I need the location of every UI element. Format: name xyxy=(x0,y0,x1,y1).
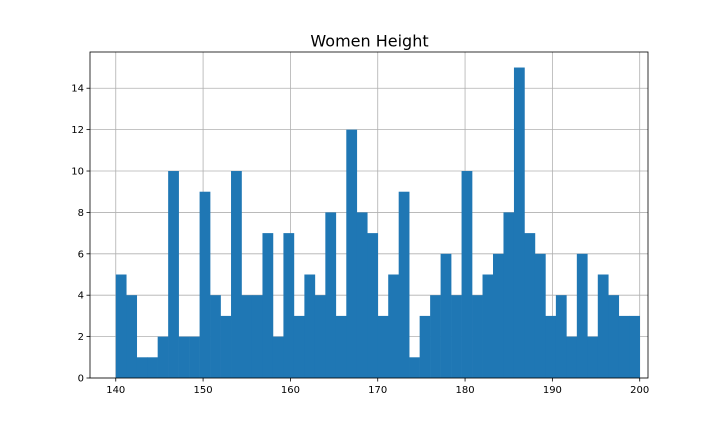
histogram-bar xyxy=(618,315,630,378)
histogram-bar xyxy=(231,171,242,378)
x-axis: 140 150 160 170 180 190 200 xyxy=(106,378,649,396)
histogram-bar xyxy=(147,357,158,378)
y-tick-label: 12 xyxy=(71,125,84,136)
histogram-bar xyxy=(283,233,295,378)
histogram-bar xyxy=(220,315,232,378)
histogram-bar xyxy=(304,274,316,378)
histogram-bar xyxy=(126,295,138,378)
y-tick-label: 10 xyxy=(71,167,84,178)
histogram-bar xyxy=(189,336,200,378)
histogram-bar xyxy=(545,315,557,378)
histogram-bar xyxy=(629,315,641,378)
histogram-bar xyxy=(272,336,284,378)
grid xyxy=(90,52,648,379)
histogram-bar xyxy=(461,171,473,378)
histogram-bar xyxy=(388,274,399,378)
histogram-bar xyxy=(178,336,190,378)
histogram-bar xyxy=(587,336,599,378)
histogram-bar xyxy=(346,129,358,378)
histogram-bar xyxy=(314,295,326,378)
x-tick-label: 140 xyxy=(106,385,125,396)
histogram-bar xyxy=(503,212,515,378)
x-tick-label: 190 xyxy=(543,385,562,396)
histogram-bar xyxy=(472,295,483,378)
bars xyxy=(115,67,641,379)
histogram-bar xyxy=(210,295,221,378)
y-tick-label: 14 xyxy=(71,84,84,95)
histogram-bar xyxy=(367,233,379,378)
histogram-bar xyxy=(451,295,462,378)
histogram-bar xyxy=(356,212,368,378)
y-tick-label: 4 xyxy=(78,291,84,302)
histogram-bar xyxy=(566,336,578,378)
x-tick-label: 150 xyxy=(194,385,213,396)
histogram-bar xyxy=(524,233,536,378)
histogram-bar xyxy=(608,295,620,378)
histogram-bar xyxy=(115,274,127,378)
x-tick-label: 170 xyxy=(368,385,387,396)
histogram-bar xyxy=(398,191,410,378)
histogram-bar xyxy=(136,357,148,378)
histogram-bar xyxy=(482,274,494,378)
histogram-bar xyxy=(293,315,305,378)
histogram-bar xyxy=(335,315,347,378)
y-tick-label: 6 xyxy=(78,249,84,260)
x-tick-label: 180 xyxy=(456,385,475,396)
histogram-bar xyxy=(555,295,567,378)
y-tick-label: 8 xyxy=(78,208,84,219)
histogram-bar xyxy=(241,295,253,378)
histogram-bar xyxy=(377,315,389,378)
histogram-bar xyxy=(576,253,588,378)
histogram-bar xyxy=(534,253,546,378)
histogram-bar xyxy=(409,357,420,378)
histogram-bar xyxy=(157,336,169,378)
histogram-bar xyxy=(251,295,263,378)
histogram-bar xyxy=(597,274,609,378)
x-tick-label: 160 xyxy=(281,385,300,396)
y-axis: 0 2 4 6 8 10 12 14 xyxy=(71,84,90,385)
histogram-bar xyxy=(493,253,504,378)
histogram-bar xyxy=(262,233,274,378)
plot-frame xyxy=(89,51,649,379)
histogram-bar xyxy=(325,212,337,378)
histogram-bar xyxy=(168,171,179,378)
histogram-bar xyxy=(430,295,441,378)
chart-title: Women Height xyxy=(310,32,428,51)
x-tick-label: 200 xyxy=(630,385,649,396)
y-tick-label: 0 xyxy=(78,374,84,385)
y-tick-label: 2 xyxy=(78,332,84,343)
histogram-bar xyxy=(199,191,211,378)
histogram-bar xyxy=(419,315,431,378)
histogram-bar xyxy=(440,253,452,378)
histogram-bar xyxy=(513,67,525,379)
